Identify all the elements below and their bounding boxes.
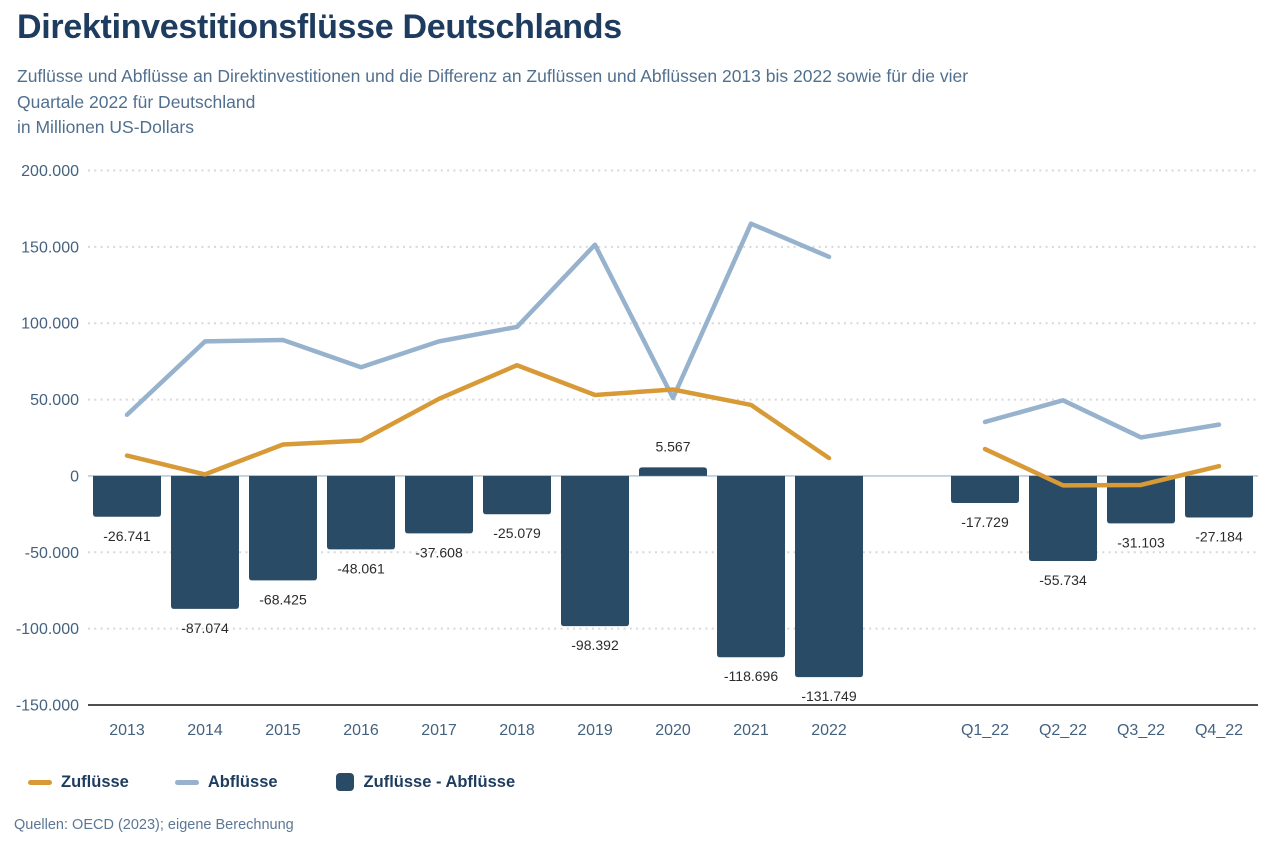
bar-Q3_22 bbox=[1107, 475, 1175, 524]
x-label-2019: 2019 bbox=[577, 722, 613, 739]
subtitle-line-2: Quartale 2022 für Deutschland bbox=[17, 91, 256, 112]
abfluesse-line-quarterly bbox=[982, 398, 1222, 440]
y-tick-label-50.000: 50.000 bbox=[30, 392, 79, 409]
legend-label-abfluesse: Abflüsse bbox=[207, 772, 278, 791]
chart-legend: Zuflüsse Abflüsse Zuflüsse - Abflüsse bbox=[28, 771, 515, 793]
legend-item-zufluesse: Zuflüsse bbox=[28, 773, 129, 792]
bar-2017 bbox=[405, 475, 473, 534]
bar-label-2017: -37.608 bbox=[415, 544, 463, 560]
abfluesse-line-annual bbox=[124, 221, 832, 418]
x-label-2021: 2021 bbox=[733, 722, 769, 739]
bar-label-2016: -48.061 bbox=[337, 560, 385, 576]
bar-2020 bbox=[639, 467, 707, 476]
x-label-Q2_22: Q2_22 bbox=[1039, 722, 1087, 739]
source-note: Quellen: OECD (2023); eigene Berechnung bbox=[14, 817, 294, 833]
y-tick-label--100.000: -100.000 bbox=[16, 621, 79, 638]
x-label-Q3_22: Q3_22 bbox=[1117, 722, 1165, 739]
x-label-2017: 2017 bbox=[421, 722, 457, 739]
bar-label-Q3_22: -31.103 bbox=[1117, 534, 1165, 550]
bar-label-Q1_22: -17.729 bbox=[961, 514, 1009, 530]
zufluesse-line-annual bbox=[124, 362, 832, 477]
bar-label-2015: -68.425 bbox=[259, 591, 307, 607]
y-tick-label-100.000: 100.000 bbox=[21, 316, 79, 333]
legend-item-abfluesse: Abflüsse bbox=[174, 772, 278, 792]
x-label-Q4_22: Q4_22 bbox=[1195, 722, 1243, 739]
x-label-2018: 2018 bbox=[499, 722, 535, 739]
subtitle-line-1: Zuflüsse und Abflüsse an Direktinvestiti… bbox=[17, 66, 969, 86]
bar-Q1_22 bbox=[951, 475, 1019, 504]
x-label-2016: 2016 bbox=[343, 722, 379, 739]
bar-2022 bbox=[795, 475, 863, 678]
page-title: Direktinvestitionsflüsse Deutschlands bbox=[17, 8, 622, 46]
bar-label-2021: -118.696 bbox=[724, 668, 778, 684]
y-tick-label-200.000: 200.000 bbox=[21, 163, 79, 180]
bar-label-2014: -87.074 bbox=[181, 620, 229, 636]
bar-label-2019: -98.392 bbox=[571, 637, 619, 653]
x-label-2013: 2013 bbox=[109, 722, 145, 739]
y-tick-label--50.000: -50.000 bbox=[25, 545, 79, 562]
unit-label: in Millionen US-Dollars bbox=[17, 117, 194, 137]
chart-subtitle: Zuflüsse und Abflüsse an Direktinvestiti… bbox=[17, 64, 968, 141]
zufluesse-line-swatch-icon bbox=[28, 779, 52, 785]
bar-Q2_22 bbox=[1029, 475, 1097, 562]
bar-label-2020: 5.567 bbox=[655, 438, 690, 454]
x-label-Q1_22: Q1_22 bbox=[961, 722, 1009, 739]
legend-label-differenz: Zuflüsse - Abflüsse bbox=[363, 772, 516, 791]
bar-2013 bbox=[93, 475, 161, 517]
bar-2019 bbox=[561, 475, 629, 627]
x-label-2014: 2014 bbox=[187, 722, 223, 739]
differenz-square-swatch-icon bbox=[335, 773, 354, 791]
bar-label-2022: -131.749 bbox=[801, 688, 856, 704]
bar-Q4_22 bbox=[1185, 475, 1253, 518]
zufluesse-line-quarterly bbox=[982, 446, 1222, 488]
bar-2014 bbox=[171, 475, 239, 609]
y-tick-label--150.000: -150.000 bbox=[16, 698, 79, 715]
bar-label-Q2_22: -55.734 bbox=[1039, 572, 1087, 588]
bar-label-Q4_22: -27.184 bbox=[1195, 528, 1243, 544]
legend-item-differenz: Zuflüsse - Abflüsse bbox=[335, 772, 516, 792]
abfluesse-line-swatch-icon bbox=[174, 779, 199, 785]
x-label-2022: 2022 bbox=[811, 722, 847, 739]
bar-2016 bbox=[327, 475, 395, 550]
y-tick-label-0: 0 bbox=[70, 468, 79, 485]
bar-2015 bbox=[249, 475, 317, 581]
bar-2021 bbox=[717, 475, 785, 658]
bar-2018 bbox=[483, 475, 551, 515]
y-tick-label-150.000: 150.000 bbox=[21, 239, 79, 256]
x-label-2020: 2020 bbox=[655, 722, 691, 739]
bar-label-2013: -26.741 bbox=[103, 528, 151, 544]
legend-label-zufluesse: Zuflüsse bbox=[61, 772, 129, 791]
bar-label-2018: -25.079 bbox=[493, 525, 541, 541]
x-label-2015: 2015 bbox=[265, 722, 301, 739]
